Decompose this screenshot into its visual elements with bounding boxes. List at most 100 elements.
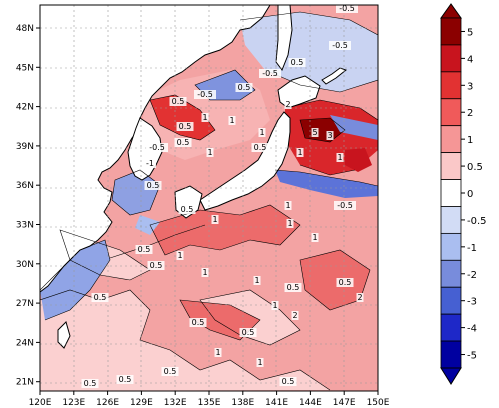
contour-label: -0.5 [149, 143, 165, 152]
y-axis: 48N 45N 42N 39N 36N 33N 30N 27N 24N 21N [16, 24, 40, 388]
contour-label-bg [259, 69, 281, 78]
contour-label-bg [256, 358, 264, 367]
x-tick-label: 126E [96, 398, 119, 408]
contour-label-bg [81, 379, 99, 388]
kuroshio-extension-warm-core [345, 148, 372, 172]
contour-label: 0.5 [287, 283, 300, 292]
contour-label: 1 [202, 268, 207, 277]
contour-label-bg [211, 215, 219, 224]
colorbar-label: -4 [467, 324, 477, 335]
y-tick-label: 36N [16, 181, 34, 191]
contour-label: 1 [312, 233, 317, 242]
contour-label-bg [144, 181, 162, 190]
contour-label-bg [214, 348, 222, 357]
contour-label: 1 [202, 113, 207, 122]
colorbar-label: 2 [467, 108, 473, 119]
contour-label-bg [284, 100, 292, 109]
contour-label: 0.5 [179, 122, 192, 131]
contour-label-bg [176, 122, 194, 131]
y-tick-label: 48N [16, 24, 34, 34]
y-tick-label: 30N [16, 260, 34, 270]
contour-label-bg [194, 90, 216, 99]
contour-label: 1 [207, 148, 212, 157]
sea-of-japan-warm [150, 95, 215, 140]
contour-label: 2 [357, 293, 362, 302]
contour-label: 0.5 [282, 377, 295, 386]
cold-band-north [330, 115, 378, 140]
colorbar-label: 4 [467, 54, 473, 65]
contour-label-bg [147, 261, 165, 270]
y-tick-label: 27N [16, 299, 34, 309]
contour-label: -0.5 [339, 4, 355, 13]
contour-line [59, 229, 151, 281]
contour-label: 1 [212, 215, 217, 224]
strong-anomaly-patch [300, 250, 370, 310]
colorbar-segment [440, 232, 462, 261]
weak-anomaly-patch [40, 290, 330, 391]
contour-label: 0.5 [164, 367, 177, 376]
contour-label: 0.5 [242, 328, 255, 337]
contour-line [111, 169, 161, 216]
contour-line [109, 224, 206, 259]
contour-label-bg [201, 268, 209, 277]
y-tick-label: 33N [16, 221, 34, 231]
x-tick-label: 120E [29, 398, 52, 408]
colorbar-segment [440, 125, 462, 154]
contour-label-bg [135, 245, 153, 254]
contour-label-bg [176, 251, 184, 260]
contour-label-bg [178, 205, 196, 214]
contour-line [299, 117, 346, 143]
contour-label: 0.5 [177, 138, 190, 147]
contour-label-bg [288, 58, 306, 67]
contour-label: 1 [337, 153, 342, 162]
colorbar-segment [440, 17, 462, 46]
kuroshio-extension-hot-core [300, 118, 345, 142]
y-tick-label: 24N [16, 338, 34, 348]
contour-label-bg [356, 293, 364, 302]
colorbar-label: 0 [467, 189, 473, 200]
kuril-islands [321, 67, 348, 85]
contour-label: 1 [259, 128, 264, 137]
contour-label-bg [334, 201, 356, 210]
contour-label-bg [161, 367, 179, 376]
contour-label-bg [91, 293, 109, 302]
cold-band [275, 170, 378, 198]
colorbar-segment [440, 179, 462, 207]
honshu [199, 111, 291, 211]
contour-label: 0.5 [254, 143, 267, 152]
contour-label-bg [284, 201, 292, 210]
graticule [40, 5, 378, 391]
x-tick-label: 135E [198, 398, 221, 408]
contour-label: 0.5 [181, 205, 194, 214]
contour-label: -0.5 [197, 90, 213, 99]
sakhalin [275, 5, 293, 72]
contour-label: -1 [146, 159, 154, 168]
contour-label-bg [253, 276, 261, 285]
colorbar-segment [440, 152, 462, 180]
y-tick-label: 21N [16, 378, 34, 388]
x-tick-label: 132E [164, 398, 187, 408]
contour-label-bg [206, 148, 214, 157]
y-tick-label: 45N [16, 63, 34, 73]
contour-label-bg [146, 143, 168, 152]
colorbar-segment [440, 340, 462, 369]
contour-label-bg [284, 283, 302, 292]
taiwan [57, 321, 71, 349]
colorbar-label: 3 [467, 81, 473, 92]
contour-line [149, 204, 301, 256]
contour-line [274, 169, 378, 187]
contour-label-bg [251, 143, 269, 152]
colorbar-segment [440, 98, 462, 127]
x-tick-label: 141E [265, 398, 288, 408]
contour-label-bg [169, 97, 187, 106]
contour-label-bg [271, 301, 279, 310]
contour-label-bg [174, 138, 192, 147]
x-tick-label: 150E [367, 398, 390, 408]
contour-label: 1 [215, 348, 220, 357]
contour-label: 0.5 [192, 318, 205, 327]
contour-label-bg [144, 159, 156, 168]
contour-label: 1 [287, 219, 292, 228]
contour-line [40, 239, 111, 321]
contour-label: -0.5 [337, 201, 353, 210]
